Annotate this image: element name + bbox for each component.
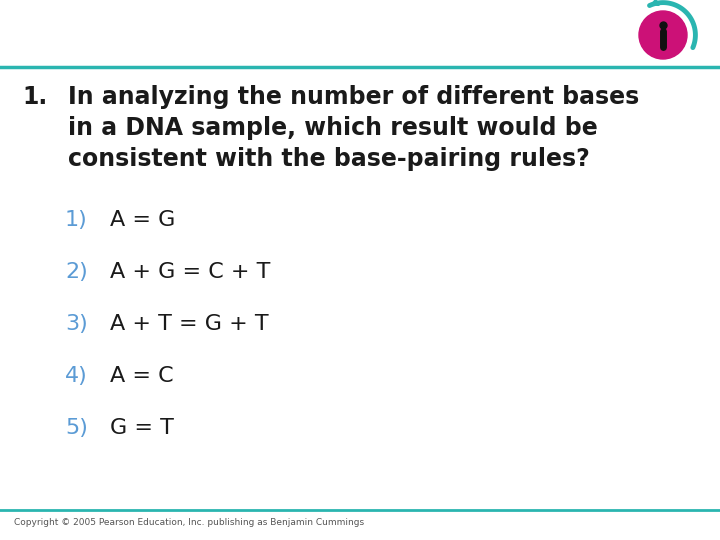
Text: 1.: 1. bbox=[22, 85, 48, 109]
Text: In analyzing the number of different bases: In analyzing the number of different bas… bbox=[68, 85, 639, 109]
Text: 2): 2) bbox=[65, 262, 88, 282]
Text: A + G = C + T: A + G = C + T bbox=[110, 262, 271, 282]
Text: Copyright © 2005 Pearson Education, Inc. publishing as Benjamin Cummings: Copyright © 2005 Pearson Education, Inc.… bbox=[14, 518, 364, 527]
Text: A = G: A = G bbox=[110, 210, 176, 230]
Text: A + T = G + T: A + T = G + T bbox=[110, 314, 269, 334]
Text: A = C: A = C bbox=[110, 366, 174, 386]
Text: 1): 1) bbox=[65, 210, 88, 230]
Text: in a DNA sample, which result would be: in a DNA sample, which result would be bbox=[68, 116, 598, 140]
Text: 4): 4) bbox=[65, 366, 88, 386]
Text: G = T: G = T bbox=[110, 418, 174, 438]
Text: 3): 3) bbox=[65, 314, 88, 334]
Text: consistent with the base-pairing rules?: consistent with the base-pairing rules? bbox=[68, 147, 590, 171]
Circle shape bbox=[639, 11, 687, 59]
Text: 5): 5) bbox=[65, 418, 88, 438]
